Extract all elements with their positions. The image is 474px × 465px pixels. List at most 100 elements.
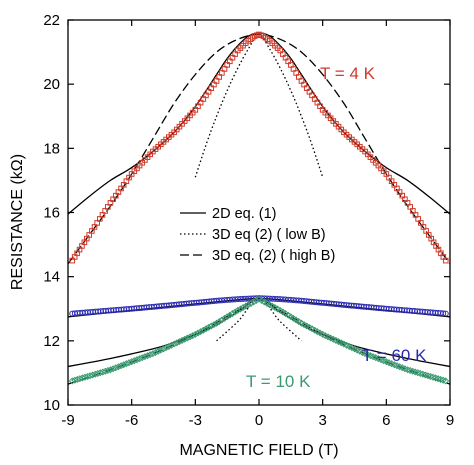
- marker-diamond: [86, 372, 94, 380]
- marker-diamond: [71, 376, 79, 384]
- marker-diamond: [170, 340, 178, 348]
- y-tick-label: 12: [43, 333, 60, 350]
- marker-diamond: [138, 354, 146, 362]
- marker-diamond: [244, 301, 252, 309]
- marker-diamond: [136, 355, 144, 363]
- marker-diamond: [154, 347, 162, 355]
- marker-diamond: [228, 310, 236, 318]
- y-tick-label: 22: [43, 12, 60, 29]
- data-markers: [68, 31, 450, 385]
- marker-diamond: [122, 360, 130, 368]
- marker-diamond: [191, 330, 199, 338]
- marker-diamond: [250, 298, 258, 306]
- x-tick-label: -3: [189, 412, 202, 429]
- marker-diamond: [189, 332, 197, 340]
- curve-dotted: [216, 298, 302, 342]
- x-tick-label: 6: [382, 412, 390, 429]
- marker-diamond: [109, 365, 117, 373]
- marker-diamond: [96, 369, 104, 377]
- marker-diamond: [149, 350, 157, 358]
- marker-diamond: [89, 371, 97, 379]
- marker-diamond: [84, 372, 92, 380]
- marker-diamond: [175, 338, 183, 346]
- x-tick-label: 3: [318, 412, 326, 429]
- marker-diamond: [181, 335, 189, 343]
- marker-diamond: [205, 323, 213, 331]
- marker-diamond: [81, 373, 89, 381]
- annotation-60k: T = 60 K: [362, 346, 427, 365]
- marker-diamond: [183, 334, 191, 342]
- marker-diamond: [165, 342, 173, 350]
- marker-diamond: [186, 333, 194, 341]
- marker-diamond: [162, 344, 170, 352]
- marker-diamond: [239, 304, 247, 312]
- marker-diamond: [157, 346, 165, 354]
- marker-diamond: [167, 341, 175, 349]
- legend-label-2d: 2D eq. (1): [212, 206, 276, 222]
- y-axis-label: RESISTANCE (kΩ): [9, 154, 26, 290]
- marker-diamond: [194, 329, 202, 337]
- marker-diamond: [234, 306, 242, 314]
- y-tick-label: 10: [43, 397, 60, 414]
- legend: 2D eq. (1) 3D eq (2) ( low B) 3D eq. (2)…: [180, 206, 335, 264]
- annotation-4k: T = 4 K: [320, 64, 376, 83]
- marker-diamond: [117, 362, 125, 370]
- marker-diamond: [173, 339, 181, 347]
- marker-diamond: [144, 352, 152, 360]
- marker-diamond: [94, 369, 102, 377]
- annotation-10k: T = 10 K: [246, 372, 311, 391]
- marker-diamond: [442, 377, 450, 385]
- y-tick-label: 20: [43, 76, 60, 93]
- marker-diamond: [120, 361, 128, 369]
- curve-dotted: [194, 33, 324, 178]
- marker-diamond: [125, 359, 133, 367]
- marker-diamond: [199, 326, 207, 334]
- x-tick-label: 9: [446, 412, 454, 429]
- marker-diamond: [99, 368, 107, 376]
- marker-diamond: [112, 364, 120, 372]
- marker-diamond: [236, 305, 244, 313]
- marker-diamond: [130, 357, 138, 365]
- legend-label-3d-high: 3D eq. (2) ( high B): [212, 248, 335, 264]
- x-axis-label: MAGNETIC FIELD (T): [179, 442, 338, 459]
- marker-diamond: [231, 308, 239, 316]
- legend-label-3d-low: 3D eq (2) ( low B): [212, 227, 326, 243]
- marker-diamond: [106, 366, 114, 374]
- marker-diamond: [226, 311, 234, 319]
- x-tick-label: -9: [61, 412, 74, 429]
- marker-diamond: [91, 370, 99, 378]
- marker-diamond: [178, 336, 186, 344]
- marker-diamond: [221, 314, 229, 322]
- x-tick-label: -6: [125, 412, 138, 429]
- marker-diamond: [76, 375, 84, 383]
- marker-diamond: [68, 377, 76, 385]
- x-tick-label: 0: [255, 412, 263, 429]
- y-tick-label: 16: [43, 205, 60, 222]
- marker-diamond: [197, 328, 205, 336]
- marker-diamond: [114, 363, 122, 371]
- marker-diamond: [128, 358, 136, 366]
- y-tick-label: 14: [43, 269, 60, 286]
- marker-diamond: [101, 367, 109, 375]
- axis-ticks: -9 -6 -3 0 3 6 9 10 12 14 16 18 20 22: [43, 12, 454, 429]
- marker-square: [442, 257, 449, 264]
- marker-diamond: [223, 313, 231, 321]
- marker-diamond: [247, 299, 255, 307]
- marker-diamond: [218, 316, 226, 324]
- marker-diamond: [213, 319, 221, 327]
- marker-diamond: [133, 356, 141, 364]
- marker-diamond: [210, 321, 218, 329]
- marker-diamond: [78, 374, 86, 382]
- marker-diamond: [104, 366, 112, 374]
- marker-diamond: [152, 348, 160, 356]
- y-tick-label: 18: [43, 140, 60, 157]
- marker-diamond: [159, 345, 168, 353]
- marker-diamond: [146, 351, 154, 359]
- marker-diamond: [73, 375, 81, 383]
- marker-diamond: [215, 318, 223, 326]
- marker-diamond: [242, 302, 250, 310]
- marker-diamond: [141, 353, 149, 361]
- marker-diamond: [252, 297, 260, 305]
- marker-circle: [442, 310, 449, 317]
